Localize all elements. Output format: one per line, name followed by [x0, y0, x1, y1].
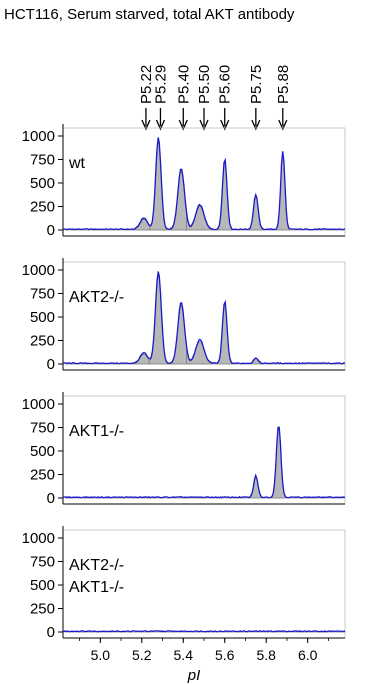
y-tick-label: 0: [47, 490, 55, 507]
panel-frame: [62, 395, 346, 505]
peak-marker-arrowhead: [178, 119, 188, 131]
panel-2: 0 250 500 750 1000 AKT2-/-: [22, 258, 346, 373]
y-tick-label: 250: [30, 467, 55, 484]
y-tick-label: 750: [30, 152, 55, 169]
y-tick-label: 0: [47, 624, 55, 641]
panel-label: AKT1-/-: [69, 579, 124, 596]
peak-marker-arrowhead: [199, 119, 209, 131]
chart-panels: 0 250 500 750 1000 wt 0 250 500 750 1000 AKT2-/- 0 25…: [22, 124, 346, 684]
y-tick-label: 750: [30, 286, 55, 303]
peak-marker-label: P5.88: [275, 65, 292, 104]
y-tick-label: 1000: [22, 530, 55, 547]
x-axis-label: pI: [187, 667, 201, 684]
panel-label: AKT2-/-: [69, 289, 124, 306]
peak-marker-label: P5.75: [248, 65, 265, 104]
y-tick-label: 500: [30, 309, 55, 326]
peak-marker-P5.22: P5.22: [138, 65, 155, 131]
peak-marker-arrowhead: [141, 119, 151, 131]
panel-3: 0 250 500 750 1000 AKT1-/-: [22, 392, 346, 507]
peak-marker-P5.88: P5.88: [275, 65, 292, 131]
x-tick-label: 5.8: [256, 647, 276, 663]
peak-marker-label: P5.40: [175, 65, 192, 104]
intensity-trace: [62, 630, 346, 633]
figure-title: HCT116, Serum starved, total AKT antibod…: [4, 6, 295, 23]
panel-label: AKT1-/-: [69, 423, 124, 440]
x-tick-label: 5.0: [91, 647, 111, 663]
intensity-trace: [62, 271, 346, 365]
y-tick-label: 250: [30, 601, 55, 618]
y-tick-label: 500: [30, 577, 55, 594]
panel-label: AKT2-/-: [69, 557, 124, 574]
y-tick-label: 0: [47, 356, 55, 373]
y-tick-label: 0: [47, 222, 55, 239]
x-tick-label: 5.2: [132, 647, 152, 663]
peak-marker-label: P5.50: [196, 65, 213, 104]
y-tick-label: 250: [30, 333, 55, 350]
peak-marker-arrowhead: [251, 119, 261, 131]
peak-marker-arrowhead: [155, 119, 166, 131]
intensity-trace: [62, 426, 346, 499]
x-tick-label: 5.4: [174, 647, 194, 663]
peak-marker-P5.40: P5.40: [175, 65, 192, 131]
peak-marker-P5.60: P5.60: [217, 65, 234, 131]
y-tick-label: 1000: [22, 262, 55, 279]
y-tick-label: 1000: [22, 128, 55, 145]
peak-marker-label: P5.22: [138, 65, 155, 104]
x-tick-label: 5.6: [215, 647, 235, 663]
peak-marker-arrowhead: [278, 119, 288, 131]
peak-marker-P5.75: P5.75: [248, 65, 265, 131]
panel-4: 0 250 500 750 1000 5.0 5.2 5.4 5.6 5.8 6.0 pI AKT2-/…: [22, 526, 346, 684]
peak-marker-label: P5.60: [217, 65, 234, 104]
y-tick-label: 500: [30, 175, 55, 192]
y-tick-label: 1000: [22, 396, 55, 413]
panel-1: 0 250 500 750 1000 wt: [22, 124, 346, 239]
x-tick-label: 6.0: [298, 647, 318, 663]
peak-marker-arrowhead: [220, 119, 230, 131]
peak-marker-P5.50: P5.50: [196, 65, 213, 131]
peak-fill: [186, 206, 214, 231]
intensity-trace: [62, 137, 346, 231]
y-tick-label: 750: [30, 554, 55, 571]
y-tick-label: 750: [30, 420, 55, 437]
panel-label: wt: [68, 155, 86, 172]
y-tick-label: 250: [30, 199, 55, 216]
peak-marker-P5.29: P5.29: [152, 65, 169, 131]
y-tick-label: 500: [30, 443, 55, 460]
peak-marker-label: P5.29: [152, 65, 169, 104]
